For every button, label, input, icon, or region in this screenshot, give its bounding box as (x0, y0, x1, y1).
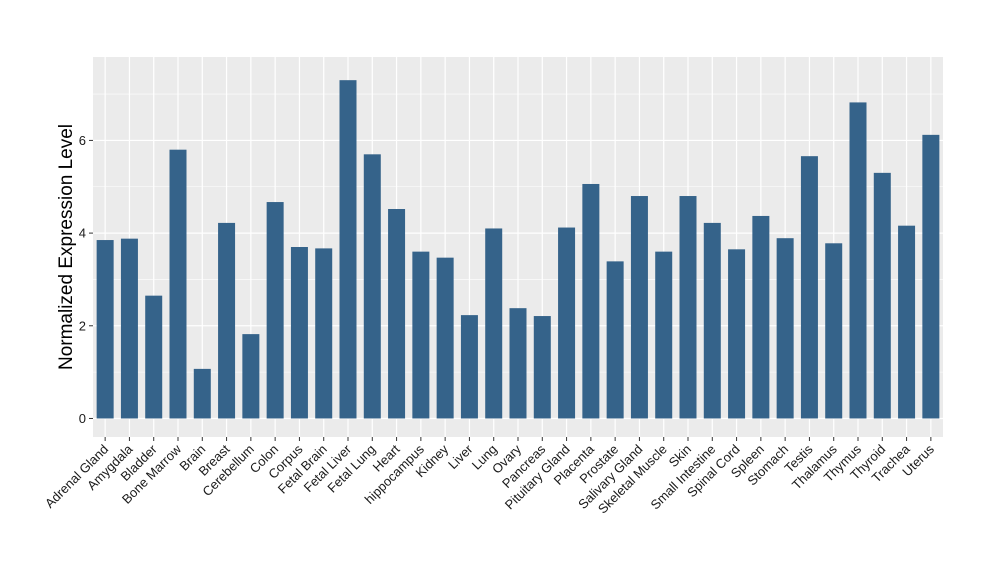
y-tick-label: 4 (79, 226, 86, 241)
bar (96, 240, 114, 419)
x-tick-label: Liver (445, 441, 476, 472)
bar (752, 215, 770, 419)
y-axis-label: Normalized Expression Level (56, 124, 77, 370)
bars (96, 80, 940, 419)
bar (679, 196, 697, 419)
bar (436, 257, 454, 419)
y-axis: 0 2 4 6 (79, 133, 93, 426)
bar (460, 315, 478, 419)
bar (776, 238, 794, 419)
bar (193, 368, 211, 419)
y-tick-label: 2 (79, 318, 86, 333)
bar (145, 295, 163, 419)
bar (290, 247, 308, 419)
bar (825, 243, 843, 419)
y-tick-label: 6 (79, 133, 86, 148)
bar (922, 134, 940, 419)
bar (873, 172, 891, 419)
bar (703, 222, 721, 419)
bar (582, 183, 600, 419)
bar (533, 316, 551, 419)
bar (242, 334, 260, 419)
bar (630, 196, 648, 419)
bar (849, 102, 867, 419)
bar (606, 261, 624, 419)
bar (363, 154, 381, 419)
bar (412, 251, 430, 419)
bar (509, 308, 527, 419)
bar (655, 251, 673, 419)
bar (120, 238, 138, 419)
bar (800, 156, 818, 419)
bar (266, 202, 284, 419)
bar (339, 80, 357, 419)
bar (315, 248, 333, 419)
bar (558, 227, 576, 419)
bar (388, 209, 406, 419)
bar (728, 249, 746, 419)
bar (218, 222, 236, 419)
y-tick-label: 0 (79, 411, 86, 426)
bar (169, 149, 187, 419)
bar (898, 225, 916, 419)
bar (485, 228, 503, 419)
